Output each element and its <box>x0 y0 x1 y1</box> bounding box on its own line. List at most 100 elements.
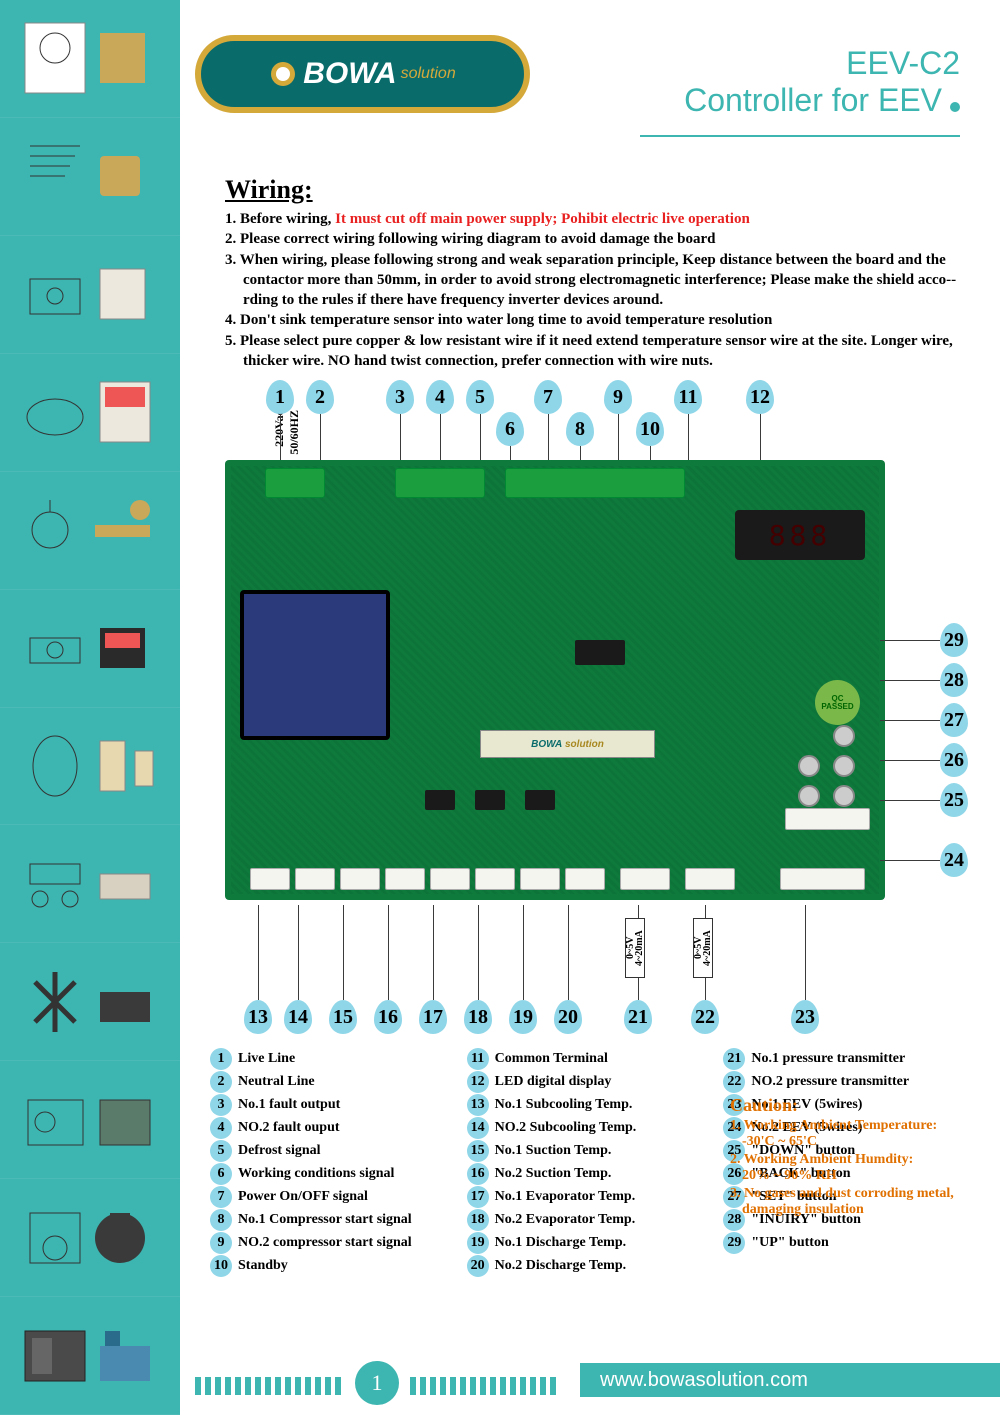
legend-num: 1 <box>210 1048 232 1070</box>
logo-main: BOWA <box>303 57 396 91</box>
sidebar-thumb <box>0 590 180 708</box>
connector <box>620 868 670 890</box>
ic-chip <box>425 790 455 810</box>
legend-label: No.2 Suction Temp. <box>495 1166 612 1182</box>
analog-label: 0~5V 4~20mA <box>625 918 645 978</box>
legend-row: 2Neutral Line <box>210 1071 467 1093</box>
caution-sub: -30'C ~ 65'C <box>742 1134 960 1150</box>
logo-sub: solution <box>401 65 456 83</box>
callout-line <box>880 860 940 861</box>
legend-label: NO.2 fault ouput <box>238 1120 340 1136</box>
callout-line <box>258 905 259 1000</box>
legend-label: "UP" button <box>751 1235 828 1251</box>
legend-label: NO.2 compressor start signal <box>238 1235 412 1251</box>
legend-num: 16 <box>467 1163 489 1185</box>
pcb-button <box>833 785 855 807</box>
callout-line <box>880 760 940 761</box>
legend-num: 21 <box>723 1048 745 1070</box>
legend-label: No.1 Subcooling Temp. <box>495 1097 633 1113</box>
callout-3: 3 <box>386 380 414 414</box>
legend-row: 9NO.2 compressor start signal <box>210 1232 467 1254</box>
legend-row: 11Common Terminal <box>467 1048 724 1070</box>
caution-sub: damaging insulation <box>742 1202 960 1218</box>
callout-line <box>478 905 479 1000</box>
legend-num: 13 <box>467 1094 489 1116</box>
logo-badge: BOWA solution <box>195 35 530 113</box>
qc-sticker: QCPASSED <box>815 680 860 725</box>
footer-deco <box>410 1377 560 1395</box>
legend-num: 19 <box>467 1232 489 1254</box>
callout-line <box>650 446 651 460</box>
callout-line <box>510 446 511 460</box>
connector <box>520 868 560 890</box>
power-terminal <box>265 468 325 498</box>
legend-row: 19 No.1 Discharge Temp. <box>467 1232 724 1254</box>
legend-label: Standby <box>238 1258 288 1274</box>
callout-11: 11 <box>674 380 702 414</box>
callout-line <box>280 414 281 460</box>
legend-num: 15 <box>467 1140 489 1162</box>
analog-label: 0~5V 4~20mA <box>693 918 713 978</box>
legend-label: Working conditions signal <box>238 1166 394 1182</box>
wiring-item: 5. Please select pure copper & low resis… <box>225 331 965 372</box>
legend-row: 16 No.2 Suction Temp. <box>467 1163 724 1185</box>
callout-line <box>688 414 689 460</box>
legend-label: No.1 Discharge Temp. <box>495 1235 626 1251</box>
callout-line <box>568 905 569 1000</box>
callout-19: 19 <box>509 1000 537 1034</box>
sidebar-thumb <box>0 1179 180 1297</box>
legend-label: No.1 fault output <box>238 1097 340 1113</box>
title-line2: Controller for EEV <box>684 82 942 118</box>
legend-label: Common Terminal <box>495 1051 608 1067</box>
callout-24: 24 <box>940 843 968 877</box>
wiring-item: 3. When wiring, please following strong … <box>225 250 965 311</box>
legend-num: 4 <box>210 1117 232 1139</box>
legend-row: 14NO.2 Subcooling Temp. <box>467 1117 724 1139</box>
sidebar-thumb <box>0 472 180 590</box>
callout-line <box>480 414 481 460</box>
connector <box>385 868 425 890</box>
sidebar-thumb <box>0 354 180 472</box>
legend-num: 10 <box>210 1255 232 1277</box>
callout-13: 13 <box>244 1000 272 1034</box>
callout-line <box>880 680 940 681</box>
legend-label: No.2 Evaporator Temp. <box>495 1212 636 1228</box>
sidebar-thumb <box>0 708 180 826</box>
callout-8: 8 <box>566 412 594 446</box>
callout-21: 21 <box>624 1000 652 1034</box>
callout-2: 2 <box>306 380 334 414</box>
legend-row: 21No.1 pressure transmitter <box>723 1048 980 1070</box>
header-rule <box>640 135 960 137</box>
title-line1: EEV-C2 <box>684 45 960 82</box>
legend-label: No.1 Evaporator Temp. <box>495 1189 636 1205</box>
callout-line <box>440 414 441 460</box>
legend-label: Defrost signal <box>238 1143 321 1159</box>
callout-line <box>298 905 299 1000</box>
callout-4: 4 <box>426 380 454 414</box>
callout-line <box>580 446 581 460</box>
legend-num: 3 <box>210 1094 232 1116</box>
sidebar-thumb <box>0 118 180 236</box>
callout-14: 14 <box>284 1000 312 1034</box>
pcb-button <box>798 755 820 777</box>
callout-26: 26 <box>940 743 968 777</box>
legend-label: NO.2 Subcooling Temp. <box>495 1120 637 1136</box>
callout-25: 25 <box>940 783 968 817</box>
legend-row: 1Live Line <box>210 1048 467 1070</box>
sidebar-thumb <box>0 236 180 354</box>
sidebar-thumb <box>0 943 180 1061</box>
connector <box>685 868 735 890</box>
callout-23: 23 <box>791 1000 819 1034</box>
legend-num: 2 <box>210 1071 232 1093</box>
legend-row: 7Power On/OFF signal <box>210 1186 467 1208</box>
callout-12: 12 <box>746 380 774 414</box>
callout-28: 28 <box>940 663 968 697</box>
wiring-item: 1. Before wiring, It must cut off main p… <box>225 209 965 229</box>
pcb-board: 888 QCPASSED BOWA solution <box>225 460 885 900</box>
legend-label: No.1 Suction Temp. <box>495 1143 612 1159</box>
footer-url: www.bowasolution.com <box>580 1363 1000 1397</box>
callout-17: 17 <box>419 1000 447 1034</box>
legend-num: 18 <box>467 1209 489 1231</box>
callout-27: 27 <box>940 703 968 737</box>
legend-label: No.2 Discharge Temp. <box>495 1258 626 1274</box>
